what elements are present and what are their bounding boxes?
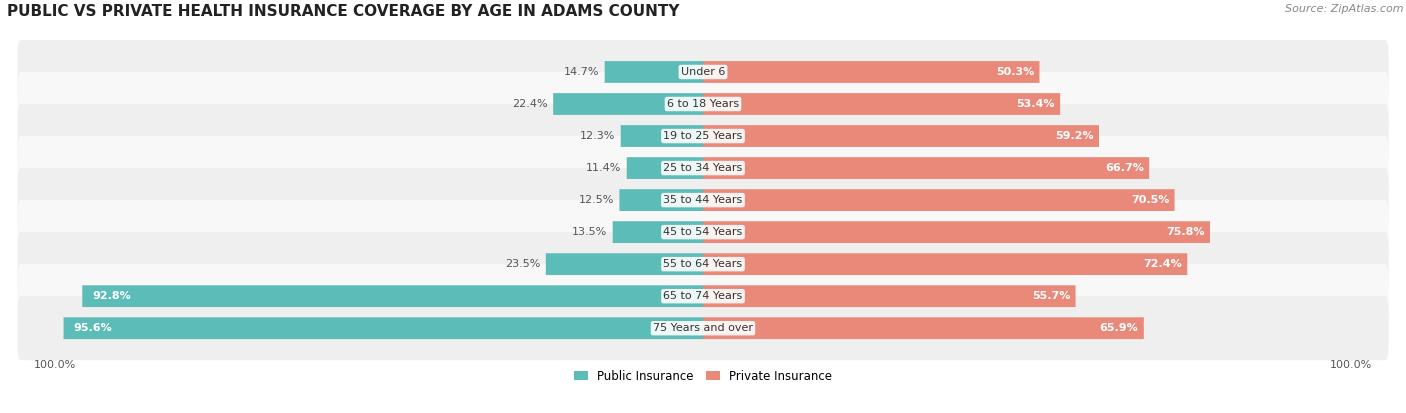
Text: 59.2%: 59.2% [1054, 131, 1094, 141]
FancyBboxPatch shape [17, 72, 1389, 136]
FancyBboxPatch shape [703, 125, 1099, 147]
Text: 55 to 64 Years: 55 to 64 Years [664, 259, 742, 269]
Text: 50.3%: 50.3% [995, 67, 1033, 77]
Text: 14.7%: 14.7% [564, 67, 599, 77]
Text: 66.7%: 66.7% [1105, 163, 1144, 173]
Text: 19 to 25 Years: 19 to 25 Years [664, 131, 742, 141]
FancyBboxPatch shape [17, 104, 1389, 168]
FancyBboxPatch shape [17, 40, 1389, 104]
FancyBboxPatch shape [17, 200, 1389, 264]
Text: PUBLIC VS PRIVATE HEALTH INSURANCE COVERAGE BY AGE IN ADAMS COUNTY: PUBLIC VS PRIVATE HEALTH INSURANCE COVER… [7, 4, 679, 19]
Text: 13.5%: 13.5% [572, 227, 607, 237]
Text: 95.6%: 95.6% [73, 323, 112, 333]
Text: 65.9%: 65.9% [1099, 323, 1139, 333]
FancyBboxPatch shape [63, 317, 703, 339]
Text: 22.4%: 22.4% [512, 99, 548, 109]
FancyBboxPatch shape [627, 157, 703, 179]
FancyBboxPatch shape [17, 264, 1389, 328]
FancyBboxPatch shape [605, 61, 703, 83]
FancyBboxPatch shape [83, 285, 703, 307]
FancyBboxPatch shape [703, 285, 1076, 307]
FancyBboxPatch shape [546, 253, 703, 275]
Text: 75 Years and over: 75 Years and over [652, 323, 754, 333]
FancyBboxPatch shape [703, 93, 1060, 115]
Text: 12.3%: 12.3% [581, 131, 616, 141]
Text: 35 to 44 Years: 35 to 44 Years [664, 195, 742, 205]
Text: 6 to 18 Years: 6 to 18 Years [666, 99, 740, 109]
FancyBboxPatch shape [620, 125, 703, 147]
Text: 25 to 34 Years: 25 to 34 Years [664, 163, 742, 173]
Text: 92.8%: 92.8% [93, 291, 131, 301]
FancyBboxPatch shape [613, 221, 703, 243]
Text: 70.5%: 70.5% [1130, 195, 1170, 205]
Text: 11.4%: 11.4% [586, 163, 621, 173]
FancyBboxPatch shape [553, 93, 703, 115]
Text: 100.0%: 100.0% [1330, 360, 1372, 370]
FancyBboxPatch shape [17, 168, 1389, 232]
FancyBboxPatch shape [703, 189, 1174, 211]
FancyBboxPatch shape [703, 61, 1039, 83]
FancyBboxPatch shape [703, 221, 1211, 243]
FancyBboxPatch shape [17, 232, 1389, 296]
FancyBboxPatch shape [703, 317, 1144, 339]
Text: 55.7%: 55.7% [1032, 291, 1070, 301]
Text: Source: ZipAtlas.com: Source: ZipAtlas.com [1285, 4, 1403, 14]
FancyBboxPatch shape [620, 189, 703, 211]
Text: 75.8%: 75.8% [1166, 227, 1205, 237]
Text: 53.4%: 53.4% [1017, 99, 1054, 109]
Text: 23.5%: 23.5% [505, 259, 540, 269]
Text: 12.5%: 12.5% [579, 195, 614, 205]
FancyBboxPatch shape [703, 253, 1187, 275]
FancyBboxPatch shape [17, 296, 1389, 360]
Text: 100.0%: 100.0% [34, 360, 76, 370]
Legend: Public Insurance, Private Insurance: Public Insurance, Private Insurance [574, 370, 832, 383]
FancyBboxPatch shape [703, 157, 1149, 179]
Text: 45 to 54 Years: 45 to 54 Years [664, 227, 742, 237]
Text: 65 to 74 Years: 65 to 74 Years [664, 291, 742, 301]
Text: Under 6: Under 6 [681, 67, 725, 77]
Text: 72.4%: 72.4% [1143, 259, 1182, 269]
FancyBboxPatch shape [17, 136, 1389, 200]
